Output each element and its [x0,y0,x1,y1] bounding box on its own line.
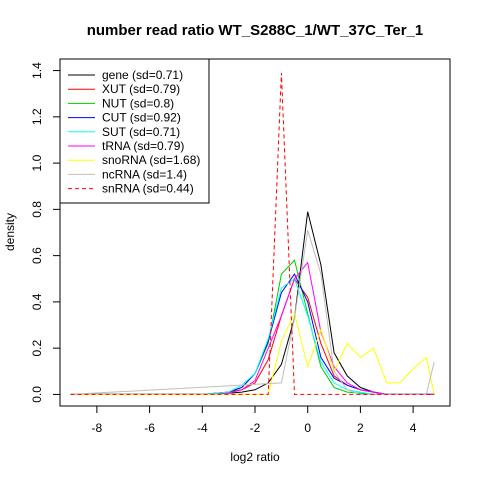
x-tick-label: 4 [410,421,417,435]
x-tick-label: -6 [144,421,155,435]
legend-label-0: gene (sd=0.71) [102,68,183,82]
series-line-6 [70,312,435,395]
legend-box [59,58,210,204]
x-tick-label: 0 [304,421,311,435]
legend-label-6: snoRNA (sd=1.68) [102,153,200,167]
x-axis: -8 -6 -4 -2 0 2 4 [92,405,417,435]
legend-label-8: snRNA (sd=0.44) [102,182,194,196]
series-line-5 [70,261,435,395]
series-line-8 [70,72,435,395]
y-tick-label: 0.6 [30,247,44,264]
legend-label-3: CUT (sd=0.92) [102,111,181,125]
series-line-7 [70,230,435,395]
y-tick-label: 0.2 [30,340,44,357]
y-axis-label: density [3,213,17,251]
x-tick-label: -8 [92,421,103,435]
x-tick-label: -2 [250,421,261,435]
x-tick-label: -4 [197,421,208,435]
legend-label-1: XUT (sd=0.79) [102,82,180,96]
y-tick-label: 1.0 [30,154,44,171]
x-tick-label: 2 [357,421,364,435]
y-tick-label: 1.4 [30,62,44,79]
legend-label-5: tRNA (sd=0.79) [102,139,184,153]
y-tick-label: 0.8 [30,201,44,218]
x-axis-label: log2 ratio [230,450,280,464]
legend: gene (sd=0.71)XUT (sd=0.79)NUT (sd=0.8)C… [59,58,210,204]
chart-title: number read ratio WT_S288C_1/WT_37C_Ter_… [87,22,424,39]
y-tick-label: 0.4 [30,293,44,310]
y-tick-label: 0.0 [30,386,44,403]
legend-label-2: NUT (sd=0.8) [102,96,174,110]
y-tick-label: 1.2 [30,108,44,125]
legend-label-4: SUT (sd=0.71) [102,125,180,139]
legend-label-7: ncRNA (sd=1.4) [102,167,187,181]
series-layer [70,72,435,395]
